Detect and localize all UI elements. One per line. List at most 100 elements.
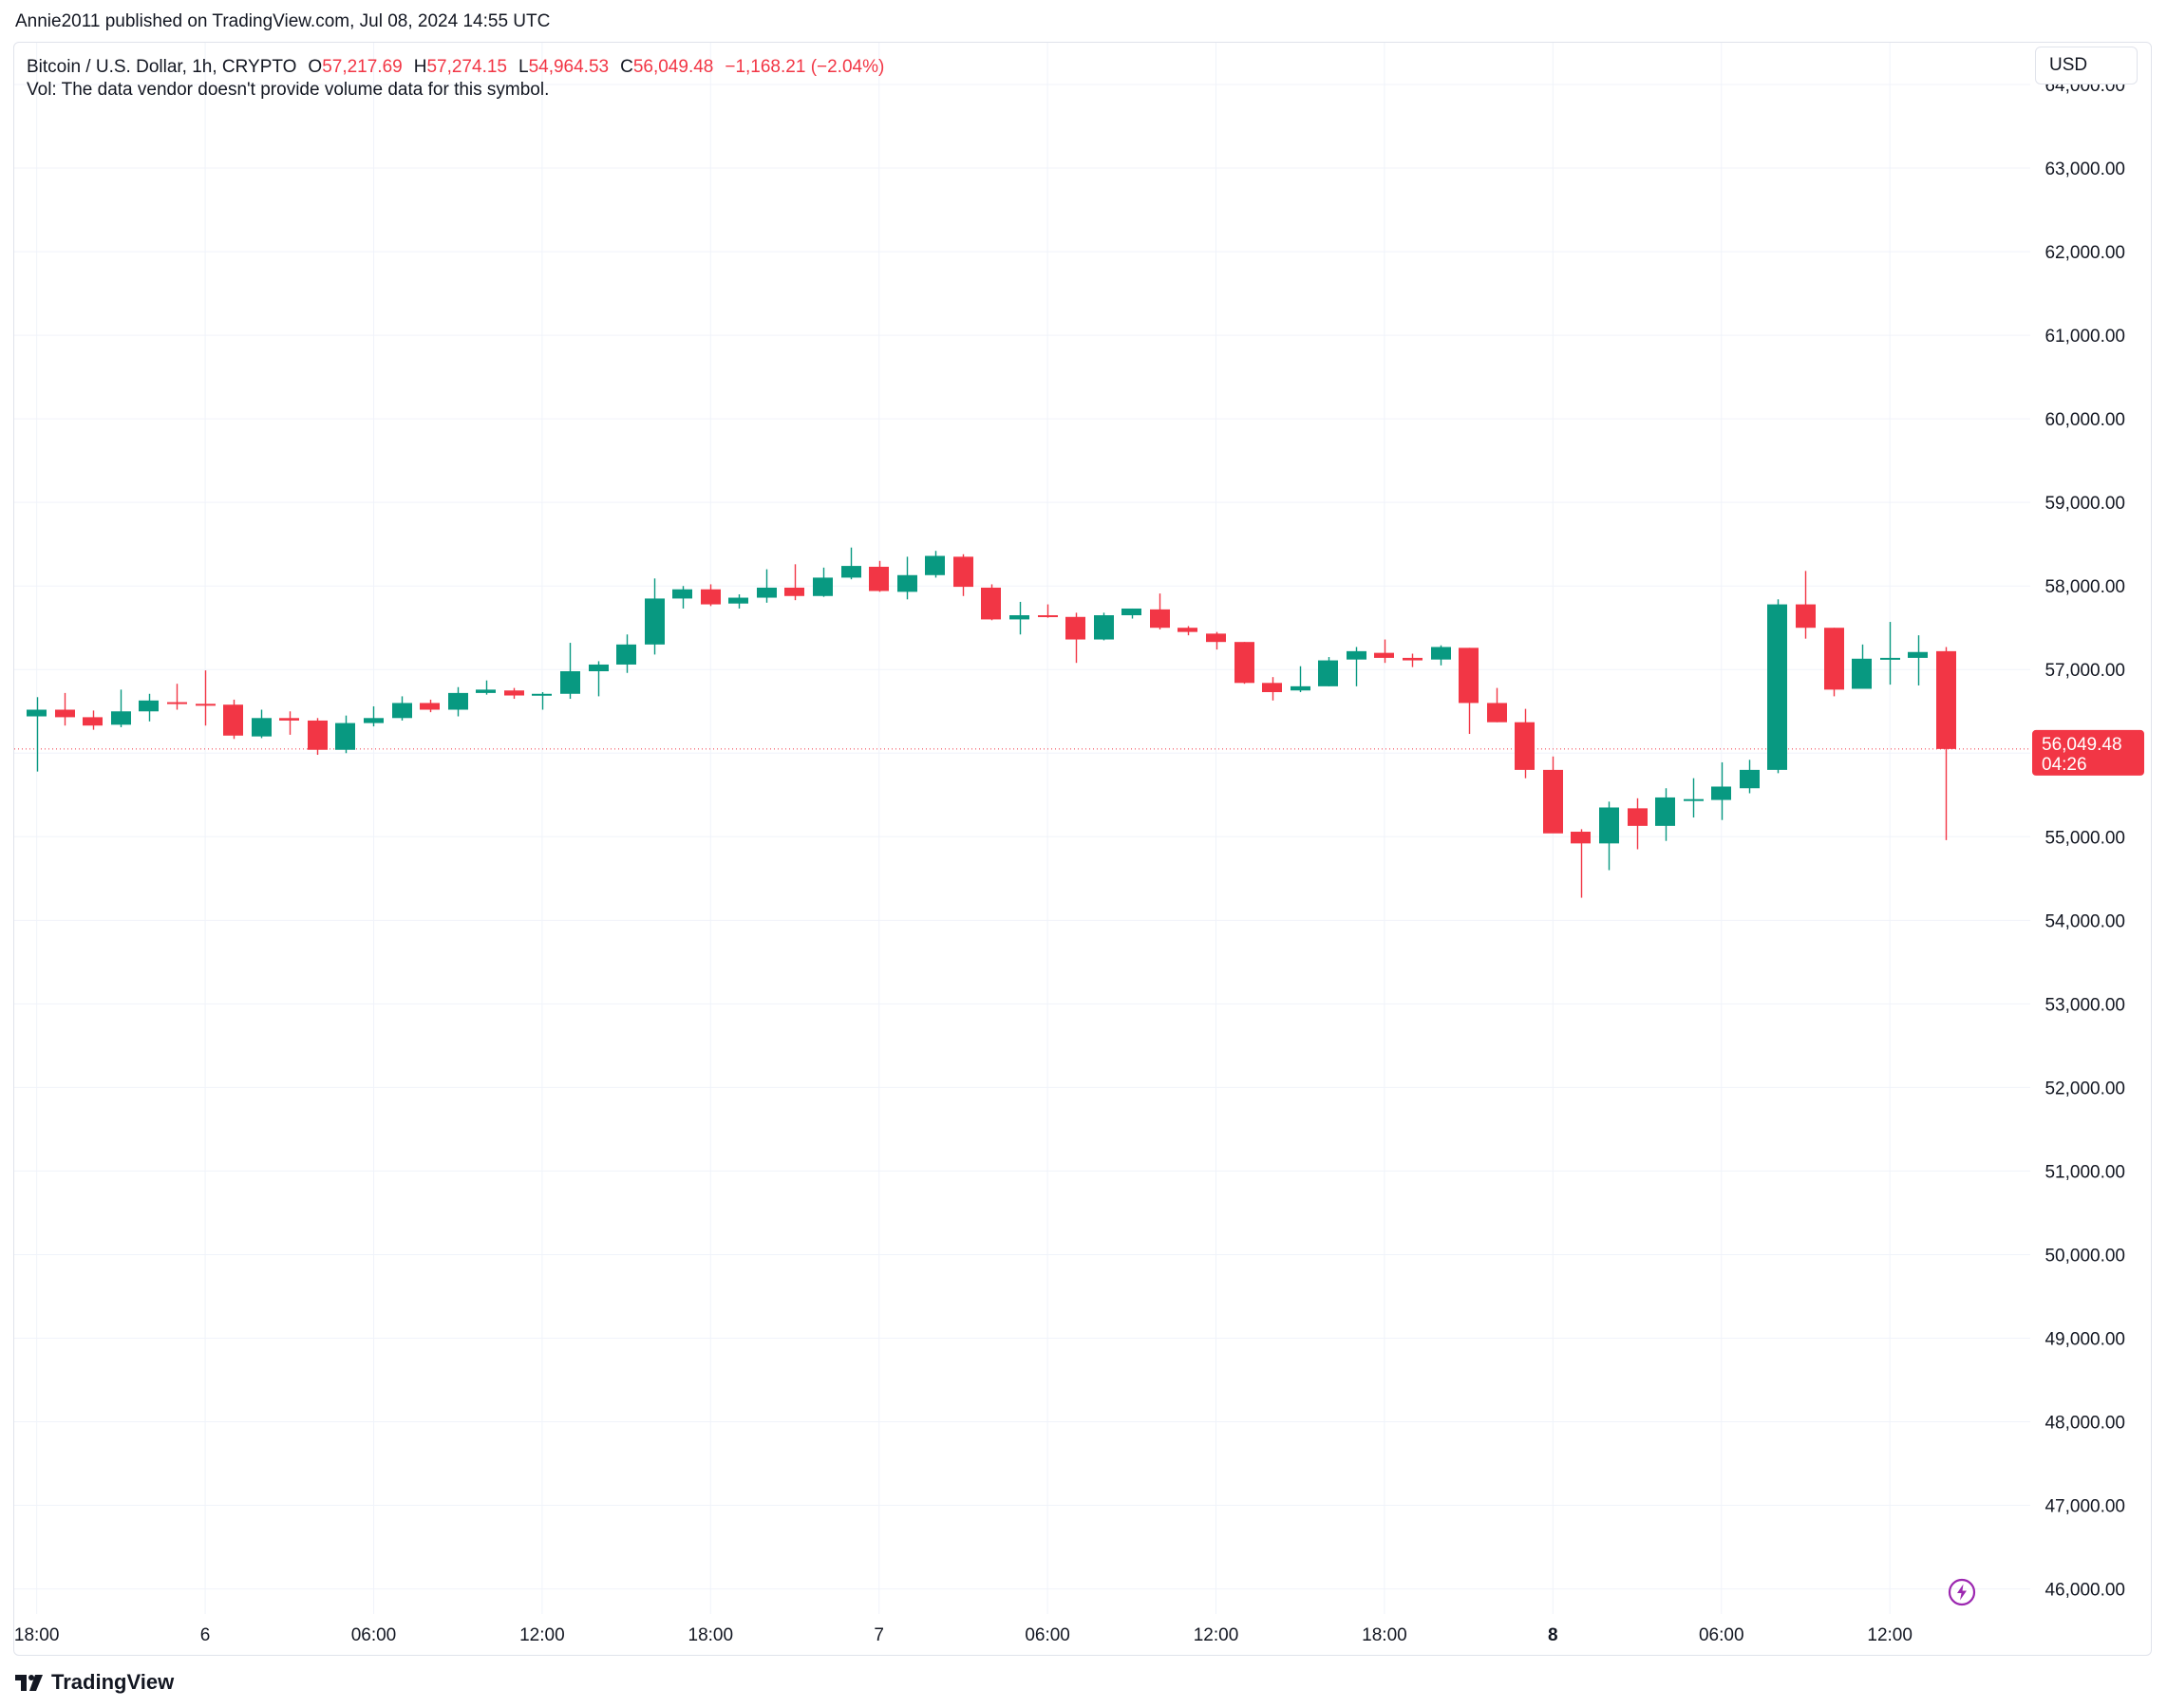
price-tick-label: 55,000.00	[2045, 828, 2125, 848]
price-tick-label: 58,000.00	[2045, 577, 2125, 597]
candle-66	[1880, 622, 1900, 685]
candle-body	[448, 692, 468, 710]
candle-41	[1178, 626, 1197, 636]
price-axis: 64,000.0063,000.0062,000.0061,000.0060,0…	[2045, 76, 2125, 1601]
candle-body	[1487, 703, 1507, 723]
candle-body	[1936, 650, 1956, 749]
price-tick-label: 54,000.00	[2045, 911, 2125, 931]
candle-body	[701, 589, 721, 605]
candle-body	[1824, 628, 1844, 690]
tradingview-logo-icon	[15, 1675, 43, 1691]
candle-23	[672, 586, 692, 609]
candle-39	[1121, 608, 1141, 619]
candle-body	[1178, 628, 1197, 632]
candle-22	[645, 578, 665, 655]
candle-body	[1740, 769, 1760, 789]
candle-44	[1262, 677, 1282, 701]
time-tick-label: 12:00	[1194, 1625, 1239, 1645]
candle-body	[897, 574, 917, 592]
candle-body	[1431, 647, 1451, 660]
low-label: L	[518, 57, 529, 77]
candle-14	[420, 699, 440, 713]
candle-36	[1038, 604, 1058, 618]
candle-24	[701, 584, 721, 607]
chart-frame	[13, 42, 2152, 1656]
candle-body	[111, 711, 131, 725]
candle-body	[841, 566, 861, 578]
candle-55	[1571, 829, 1591, 898]
candle-body	[1009, 615, 1029, 620]
candle-body	[1206, 633, 1226, 643]
candle-body	[1908, 651, 1928, 658]
candle-body	[1150, 609, 1170, 629]
candle-65	[1852, 644, 1872, 689]
price-tick-label: 61,000.00	[2045, 327, 2125, 347]
time-tick-label: 18:00	[1362, 1625, 1407, 1645]
lightning-icon[interactable]	[1948, 1578, 1976, 1606]
currency-button[interactable]: USD	[2035, 47, 2138, 84]
candle-27	[784, 564, 804, 601]
price-tick-label: 53,000.00	[2045, 995, 2125, 1015]
candle-body	[27, 709, 47, 717]
candle-4	[139, 693, 159, 722]
candle-body	[504, 690, 524, 696]
candle-13	[392, 696, 412, 721]
price-tick-label: 50,000.00	[2045, 1246, 2125, 1266]
candle-body	[589, 664, 609, 671]
published-by-line: Annie2011 published on TradingView.com, …	[15, 11, 551, 31]
candle-body	[420, 703, 440, 710]
candles-layer	[27, 547, 1956, 898]
candle-42	[1206, 631, 1226, 650]
candle-48	[1374, 639, 1394, 664]
candle-body	[1262, 683, 1282, 693]
candle-body	[1459, 648, 1479, 704]
brand-name: TradingView	[51, 1670, 175, 1694]
candle-28	[813, 567, 833, 597]
candle-64	[1824, 628, 1844, 697]
tradingview-logo[interactable]: TradingView	[15, 1669, 174, 1696]
candle-body	[392, 703, 412, 719]
candle-62	[1767, 599, 1787, 774]
candle-body	[1094, 615, 1114, 640]
candle-59	[1684, 778, 1704, 818]
candle-body	[1234, 642, 1254, 684]
candle-body	[83, 717, 103, 726]
candle-body	[1628, 808, 1648, 826]
time-tick-label: 18:00	[688, 1625, 734, 1645]
candle-body	[1318, 660, 1338, 686]
candle-58	[1655, 788, 1675, 841]
price-tick-label: 62,000.00	[2045, 243, 2125, 263]
candle-0	[27, 697, 47, 772]
candle-37	[1065, 612, 1085, 664]
candle-18	[532, 692, 552, 710]
price-tick-label: 60,000.00	[2045, 410, 2125, 430]
candle-52	[1487, 687, 1507, 723]
candle-body	[1374, 652, 1394, 658]
candle-body	[1403, 657, 1423, 661]
candle-68	[1936, 647, 1956, 840]
candle-body	[784, 587, 804, 596]
candle-20	[589, 661, 609, 697]
time-tick-label: 06:00	[1699, 1625, 1744, 1645]
candle-5	[167, 684, 187, 710]
time-tick-label: 8	[1548, 1625, 1558, 1645]
candle-53	[1515, 708, 1535, 779]
price-tick-label: 57,000.00	[2045, 661, 2125, 681]
time-tick-label: 6	[200, 1625, 211, 1645]
candle-9	[279, 711, 299, 735]
candle-body	[196, 704, 216, 706]
price-tick-label: 48,000.00	[2045, 1414, 2125, 1434]
candle-54	[1543, 756, 1563, 834]
candle-body	[139, 700, 159, 712]
candle-25	[728, 594, 748, 609]
candle-body	[1711, 786, 1731, 800]
candle-26	[757, 569, 777, 603]
candle-21	[616, 634, 636, 673]
candle-body	[223, 704, 243, 736]
symbol-title[interactable]: Bitcoin / U.S. Dollar, 1h, CRYPTO	[27, 57, 297, 77]
candle-32	[925, 551, 945, 578]
time-axis: 18:00 6 06:00 12:00 18:00 7 06:00 12:00 18:00 8 06…	[14, 1625, 1913, 1645]
price-tick-label: 47,000.00	[2045, 1497, 2125, 1517]
candle-body	[1684, 798, 1704, 801]
